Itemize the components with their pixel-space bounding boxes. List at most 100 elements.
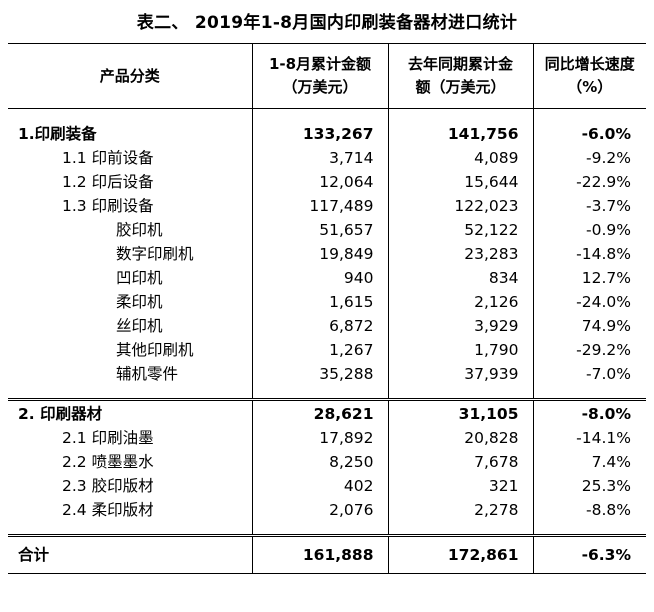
last-year-cell: 23,283 [387, 242, 533, 266]
growth-cell: 74.9% [532, 314, 646, 338]
spacer-row [8, 522, 646, 536]
last-year-cell: 3,929 [387, 314, 533, 338]
table-row: 凹印机 940 834 12.7% [8, 266, 646, 290]
table-row: 数字印刷机 19,849 23,283 -14.8% [8, 242, 646, 266]
category-cell: 1.1 印前设备 [62, 149, 154, 167]
growth-cell: -8.8% [532, 498, 646, 522]
last-year-cell: 31,105 [387, 398, 533, 426]
spacer-cell [387, 386, 533, 400]
last-year-cell: 141,756 [387, 121, 533, 146]
last-year-cell: 37,939 [387, 362, 533, 386]
category-cell: 2.1 印刷油墨 [62, 429, 154, 447]
header-category: 产品分类 [8, 43, 252, 109]
category-cell: 合计 [8, 534, 252, 574]
amount-cell: 6,872 [251, 314, 388, 338]
amount-cell: 19,849 [251, 242, 388, 266]
spacer-cell [8, 522, 252, 536]
table-row: 1.1 印前设备 3,714 4,089 -9.2% [8, 146, 646, 170]
growth-cell: 25.3% [532, 474, 646, 498]
category-cell: 丝印机 [116, 317, 163, 335]
table-row: 2.2 喷墨墨水 8,250 7,678 7.4% [8, 450, 646, 474]
growth-cell: -8.0% [532, 398, 646, 426]
category-cell: 柔印机 [116, 293, 163, 311]
total-row: 合计 161,888 172,861 -6.3% [8, 534, 646, 574]
spacer-cell [532, 522, 646, 536]
growth-cell: 12.7% [532, 266, 646, 290]
last-year-cell: 52,122 [387, 218, 533, 242]
amount-cell: 17,892 [251, 426, 388, 450]
spacer-cell [8, 386, 252, 400]
category-cell: 2.2 喷墨墨水 [62, 453, 154, 471]
import-stats-table: 产品分类 1-8月累计金额 （万美元） 去年同期累计金 额（万美元） 同比增长速度（… [8, 43, 646, 574]
growth-cell: -6.0% [532, 121, 646, 146]
last-year-cell: 15,644 [387, 170, 533, 194]
table-row: 丝印机 6,872 3,929 74.9% [8, 314, 646, 338]
spacer-cell [251, 522, 388, 536]
growth-cell: -24.0% [532, 290, 646, 314]
amount-cell: 1,615 [251, 290, 388, 314]
last-year-cell: 2,278 [387, 498, 533, 522]
category-cell: 1.3 印刷设备 [62, 197, 154, 215]
growth-cell: -0.9% [532, 218, 646, 242]
category-cell: 辅机零件 [116, 365, 179, 383]
header-growth: 同比增长速度 （%） [532, 43, 646, 109]
header-row: 产品分类 1-8月累计金额 （万美元） 去年同期累计金 额（万美元） 同比增长速度（… [8, 43, 646, 109]
last-year-cell: 834 [387, 266, 533, 290]
last-year-cell: 122,023 [387, 194, 533, 218]
amount-cell: 1,267 [251, 338, 388, 362]
amount-cell: 8,250 [251, 450, 388, 474]
last-year-cell: 4,089 [387, 146, 533, 170]
spacer-row [8, 108, 646, 122]
table-row: 胶印机 51,657 52,122 -0.9% [8, 218, 646, 242]
table-title: 表二、 2019年1-8月国内印刷装备器材进口统计 [136, 13, 518, 33]
spacer-cell [251, 386, 388, 400]
category-cell: 1.2 印后设备 [62, 173, 154, 191]
amount-cell: 12,064 [251, 170, 388, 194]
category-cell: 2. 印刷器材 [8, 398, 252, 426]
growth-cell: -29.2% [532, 338, 646, 362]
table-row: 2.4 柔印版材 2,076 2,278 -8.8% [8, 498, 646, 522]
amount-cell: 51,657 [251, 218, 388, 242]
table-row: 2.1 印刷油墨 17,892 20,828 -14.1% [8, 426, 646, 450]
header-last-year: 去年同期累计金 额（万美元） [387, 43, 533, 109]
section-header-row: 1.印刷装备 133,267 141,756 -6.0% [8, 121, 646, 146]
table-row: 其他印刷机 1,267 1,790 -29.2% [8, 338, 646, 362]
table-row: 1.2 印后设备 12,064 15,644 -22.9% [8, 170, 646, 194]
section-header-row: 2. 印刷器材 28,621 31,105 -8.0% [8, 398, 646, 426]
amount-cell: 117,489 [251, 194, 388, 218]
amount-cell: 940 [251, 266, 388, 290]
amount-cell: 161,888 [251, 534, 388, 574]
spacer-cell [387, 108, 533, 121]
growth-cell: -22.9% [532, 170, 646, 194]
category-cell: 2.3 胶印版材 [62, 477, 154, 495]
amount-cell: 402 [251, 474, 388, 498]
growth-cell: -6.3% [532, 534, 646, 574]
last-year-cell: 172,861 [387, 534, 533, 574]
category-cell: 1.印刷装备 [18, 124, 97, 143]
growth-cell: -14.8% [532, 242, 646, 266]
last-year-cell: 7,678 [387, 450, 533, 474]
spacer-cell [387, 522, 533, 536]
spacer-cell [532, 386, 646, 400]
spacer-cell [532, 108, 646, 121]
growth-cell: -3.7% [532, 194, 646, 218]
table-row: 辅机零件 35,288 37,939 -7.0% [8, 362, 646, 386]
growth-cell: -9.2% [532, 146, 646, 170]
amount-cell: 28,621 [251, 398, 388, 426]
category-cell: 其他印刷机 [116, 341, 194, 359]
table-row: 1.3 印刷设备 117,489 122,023 -3.7% [8, 194, 646, 218]
growth-cell: -14.1% [532, 426, 646, 450]
spacer-row [8, 386, 646, 400]
last-year-cell: 20,828 [387, 426, 533, 450]
category-cell: 胶印机 [116, 221, 163, 239]
category-cell: 凹印机 [116, 269, 163, 287]
growth-cell: -7.0% [532, 362, 646, 386]
last-year-cell: 2,126 [387, 290, 533, 314]
spacer-cell [8, 109, 252, 122]
category-cell: 数字印刷机 [116, 245, 194, 263]
category-cell: 2.4 柔印版材 [62, 501, 154, 519]
amount-cell: 133,267 [251, 121, 388, 146]
amount-cell: 2,076 [251, 498, 388, 522]
table-row: 柔印机 1,615 2,126 -24.0% [8, 290, 646, 314]
header-amount: 1-8月累计金额 （万美元） [251, 43, 388, 109]
